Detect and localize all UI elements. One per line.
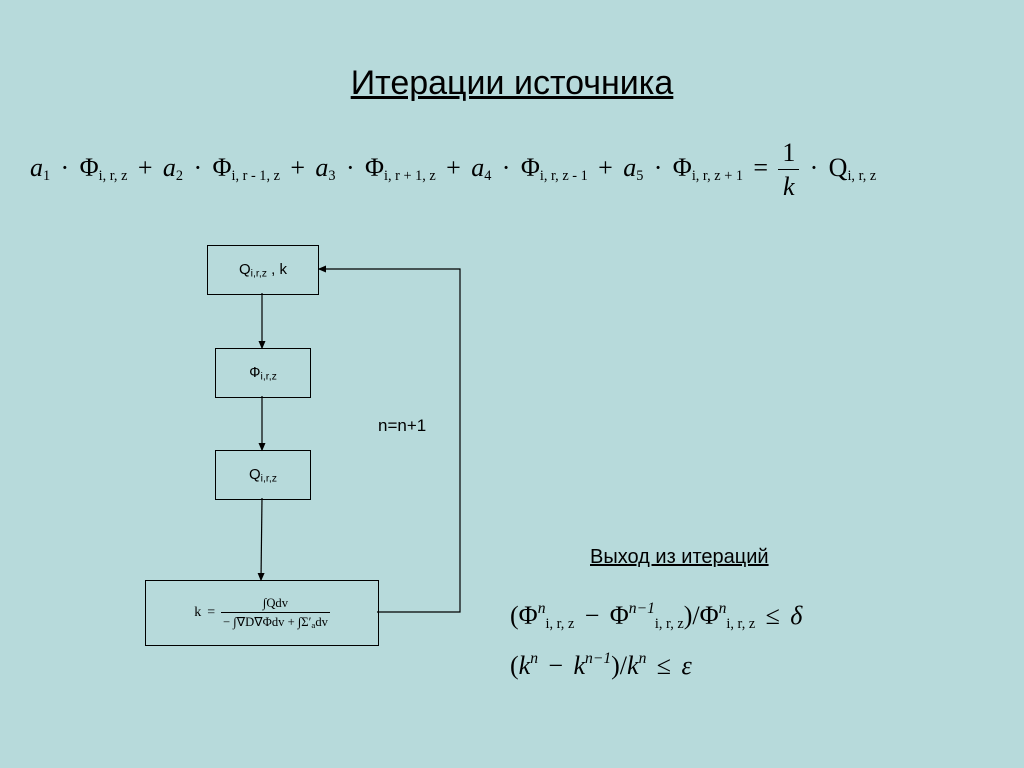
exit-k-1-sup: n [530, 650, 538, 667]
exit-phi-1-sup: n [538, 600, 546, 617]
exit-phi-3-sup: n [719, 600, 727, 617]
coef-a4: a [471, 153, 484, 182]
exit-phi-1: Φ [519, 601, 538, 630]
node-Q-sub: i,r,z [261, 472, 277, 484]
node-init-sub: i,r,z [251, 267, 267, 279]
main-equation: a1 · Φi, r, z + a2 · Φi, r - 1, z + a3 ·… [30, 138, 876, 202]
flowchart-node-init: Qi,r,z , k [207, 245, 319, 295]
phi2-idx: i, r - 1, z [232, 168, 280, 184]
exit-k-2: k [573, 651, 585, 680]
k-fraction-den: − ∫∇D∇Φdv + ∫Σ′adv [221, 612, 330, 630]
phi5: Φ [673, 153, 692, 182]
flowchart-node-Q: Qi,r,z [215, 450, 311, 500]
flowchart-node-k: k = ∫Qdv − ∫∇D∇Φdv + ∫Σ′adv [145, 580, 379, 646]
exit-phi-3: Φ [700, 601, 719, 630]
loop-label: n=n+1 [378, 416, 426, 436]
node-phi-sym: Ф [249, 364, 260, 381]
phi3-idx: i, r + 1, z [384, 168, 436, 184]
exit-equation-k: (kn − kn−1)/kn ≤ ε [510, 650, 692, 681]
coef-a2: a [163, 153, 176, 182]
k-lhs: k [194, 605, 201, 621]
flowchart-node-phi: Фi,r,z [215, 348, 311, 398]
exit-k-2-sup: n−1 [585, 650, 611, 667]
coef-a5: a [623, 153, 636, 182]
slide-title: Итерации источника [0, 64, 1024, 103]
exit-k-3-sup: n [639, 650, 647, 667]
exit-phi-2-idx: i, r, z [655, 616, 684, 632]
coef-a2-sub: 2 [176, 168, 183, 184]
exit-phi-delta: δ [790, 601, 802, 630]
exit-subtitle: Выход из итераций [590, 546, 769, 569]
exit-k-eps: ε [681, 651, 691, 680]
k-fraction: ∫Qdv − ∫∇D∇Φdv + ∫Σ′adv [221, 596, 330, 629]
rhs-fraction-den: k [778, 169, 799, 201]
node-phi-sub: i,r,z [261, 370, 277, 382]
k-fraction-num: ∫Qdv [221, 596, 330, 612]
coef-a4-sub: 4 [484, 168, 491, 184]
phi4-idx: i, r, z - 1 [540, 168, 588, 184]
phi5-idx: i, r, z + 1 [692, 168, 743, 184]
phi2: Φ [213, 153, 232, 182]
exit-k-3: k [627, 651, 639, 680]
rhs-Q-idx: i, r, z [847, 168, 876, 184]
exit-k-1: k [519, 651, 531, 680]
phi1: Φ [80, 153, 99, 182]
k-den-pre: − ∫∇D∇Φdv + ∫Σ′ [223, 615, 311, 629]
phi3: Φ [365, 153, 384, 182]
coef-a1-sub: 1 [43, 168, 50, 184]
rhs-fraction: 1 k [778, 138, 799, 202]
coef-a3: a [315, 153, 328, 182]
coef-a1: a [30, 153, 43, 182]
phi4: Φ [521, 153, 540, 182]
k-den-post: dv [315, 615, 328, 629]
node-init-Q: Q [239, 261, 251, 278]
rhs-fraction-num: 1 [778, 138, 799, 169]
exit-phi-2-sup: n−1 [629, 600, 655, 617]
coef-a5-sub: 5 [636, 168, 643, 184]
exit-phi-1-idx: i, r, z [545, 616, 574, 632]
exit-phi-3-idx: i, r, z [726, 616, 755, 632]
phi1-idx: i, r, z [99, 168, 128, 184]
rhs-Q: Q [829, 153, 848, 182]
node-Q-sym: Q [249, 466, 261, 483]
coef-a3-sub: 3 [328, 168, 335, 184]
exit-phi-2: Φ [610, 601, 629, 630]
node-init-tail: , k [267, 261, 287, 278]
exit-equation-phi: (Φni, r, z − Φn−1i, r, z)/Φni, r, z ≤ δ [510, 600, 802, 633]
